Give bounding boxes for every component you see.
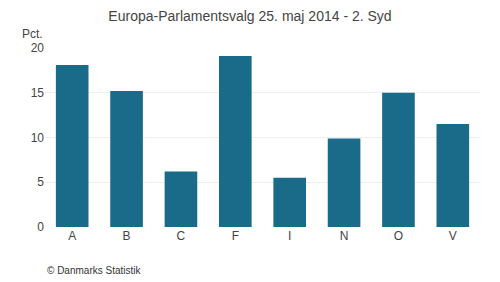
svg-text:A: A [68, 229, 76, 243]
svg-text:© Danmarks Statistik: © Danmarks Statistik [47, 265, 142, 276]
svg-text:10: 10 [31, 131, 45, 145]
svg-text:20: 20 [31, 41, 45, 55]
svg-text:F: F [232, 229, 239, 243]
svg-text:Pct.: Pct. [22, 27, 43, 41]
svg-text:C: C [177, 229, 186, 243]
svg-text:V: V [449, 229, 457, 243]
svg-text:Europa-Parlamentsvalg 25. maj: Europa-Parlamentsvalg 25. maj 2014 - 2. … [108, 8, 391, 24]
svg-text:5: 5 [37, 175, 44, 189]
svg-text:15: 15 [31, 86, 45, 100]
svg-text:O: O [394, 229, 403, 243]
svg-text:I: I [288, 229, 291, 243]
svg-text:B: B [123, 229, 131, 243]
svg-text:0: 0 [37, 220, 44, 234]
svg-text:N: N [340, 229, 349, 243]
